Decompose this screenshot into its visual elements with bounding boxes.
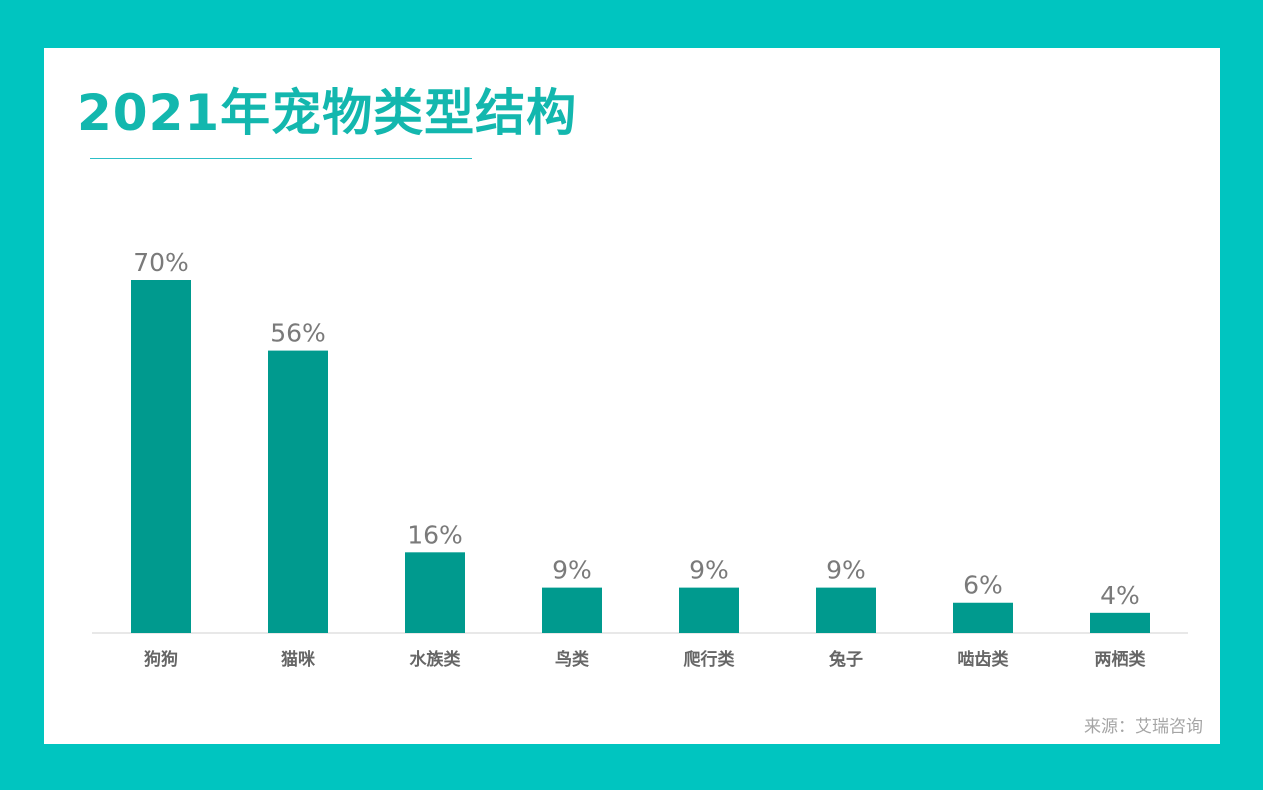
bar-7 (953, 602, 1013, 633)
value-label-8: 4% (1100, 581, 1140, 610)
value-label-6: 9% (826, 556, 866, 585)
source-note: 来源：艾瑞咨询 (1084, 717, 1203, 737)
category-label-3: 水族类 (410, 649, 462, 670)
category-label-1: 狗狗 (144, 649, 178, 670)
category-label-8: 两栖类 (1095, 649, 1147, 670)
title-underline (90, 158, 472, 159)
bar-1 (131, 280, 191, 633)
bar-3 (405, 552, 465, 633)
value-label-7: 6% (963, 571, 1003, 600)
category-labels-group: 狗狗 猫咪 水族类 鸟类 爬行类 兔子 啮齿类 两栖类 (144, 649, 1146, 670)
bar-4 (542, 587, 602, 633)
page-title: 2021年宠物类型结构 (77, 84, 578, 142)
value-label-3: 16% (407, 520, 463, 549)
category-label-6: 兔子 (828, 649, 863, 670)
bar-6 (816, 587, 876, 633)
value-label-4: 9% (552, 556, 592, 585)
bar-5 (679, 587, 739, 633)
category-label-5: 爬行类 (684, 649, 736, 670)
bar-chart: 70% 56% 16% 9% 9% 9% 6% 4% 狗狗 猫咪 水族类 鸟类 爬行类 兔子 啮齿类 两栖类 (92, 248, 1188, 670)
category-label-2: 猫咪 (281, 649, 316, 670)
chart-card: 2021年宠物类型结构 70% 56% 16% 9% 9% 9% 6% 4% 狗狗 猫咪 水族类 鸟… (44, 48, 1220, 744)
bars-group (131, 280, 1150, 633)
category-label-7: 啮齿类 (958, 649, 1010, 670)
value-label-5: 9% (689, 556, 729, 585)
value-label-1: 70% (133, 248, 189, 277)
bar-8 (1090, 612, 1150, 633)
bar-2 (268, 350, 328, 633)
category-label-4: 鸟类 (555, 649, 590, 670)
value-label-2: 56% (270, 319, 326, 348)
value-labels-group: 70% 56% 16% 9% 9% 9% 6% 4% (133, 248, 1140, 610)
